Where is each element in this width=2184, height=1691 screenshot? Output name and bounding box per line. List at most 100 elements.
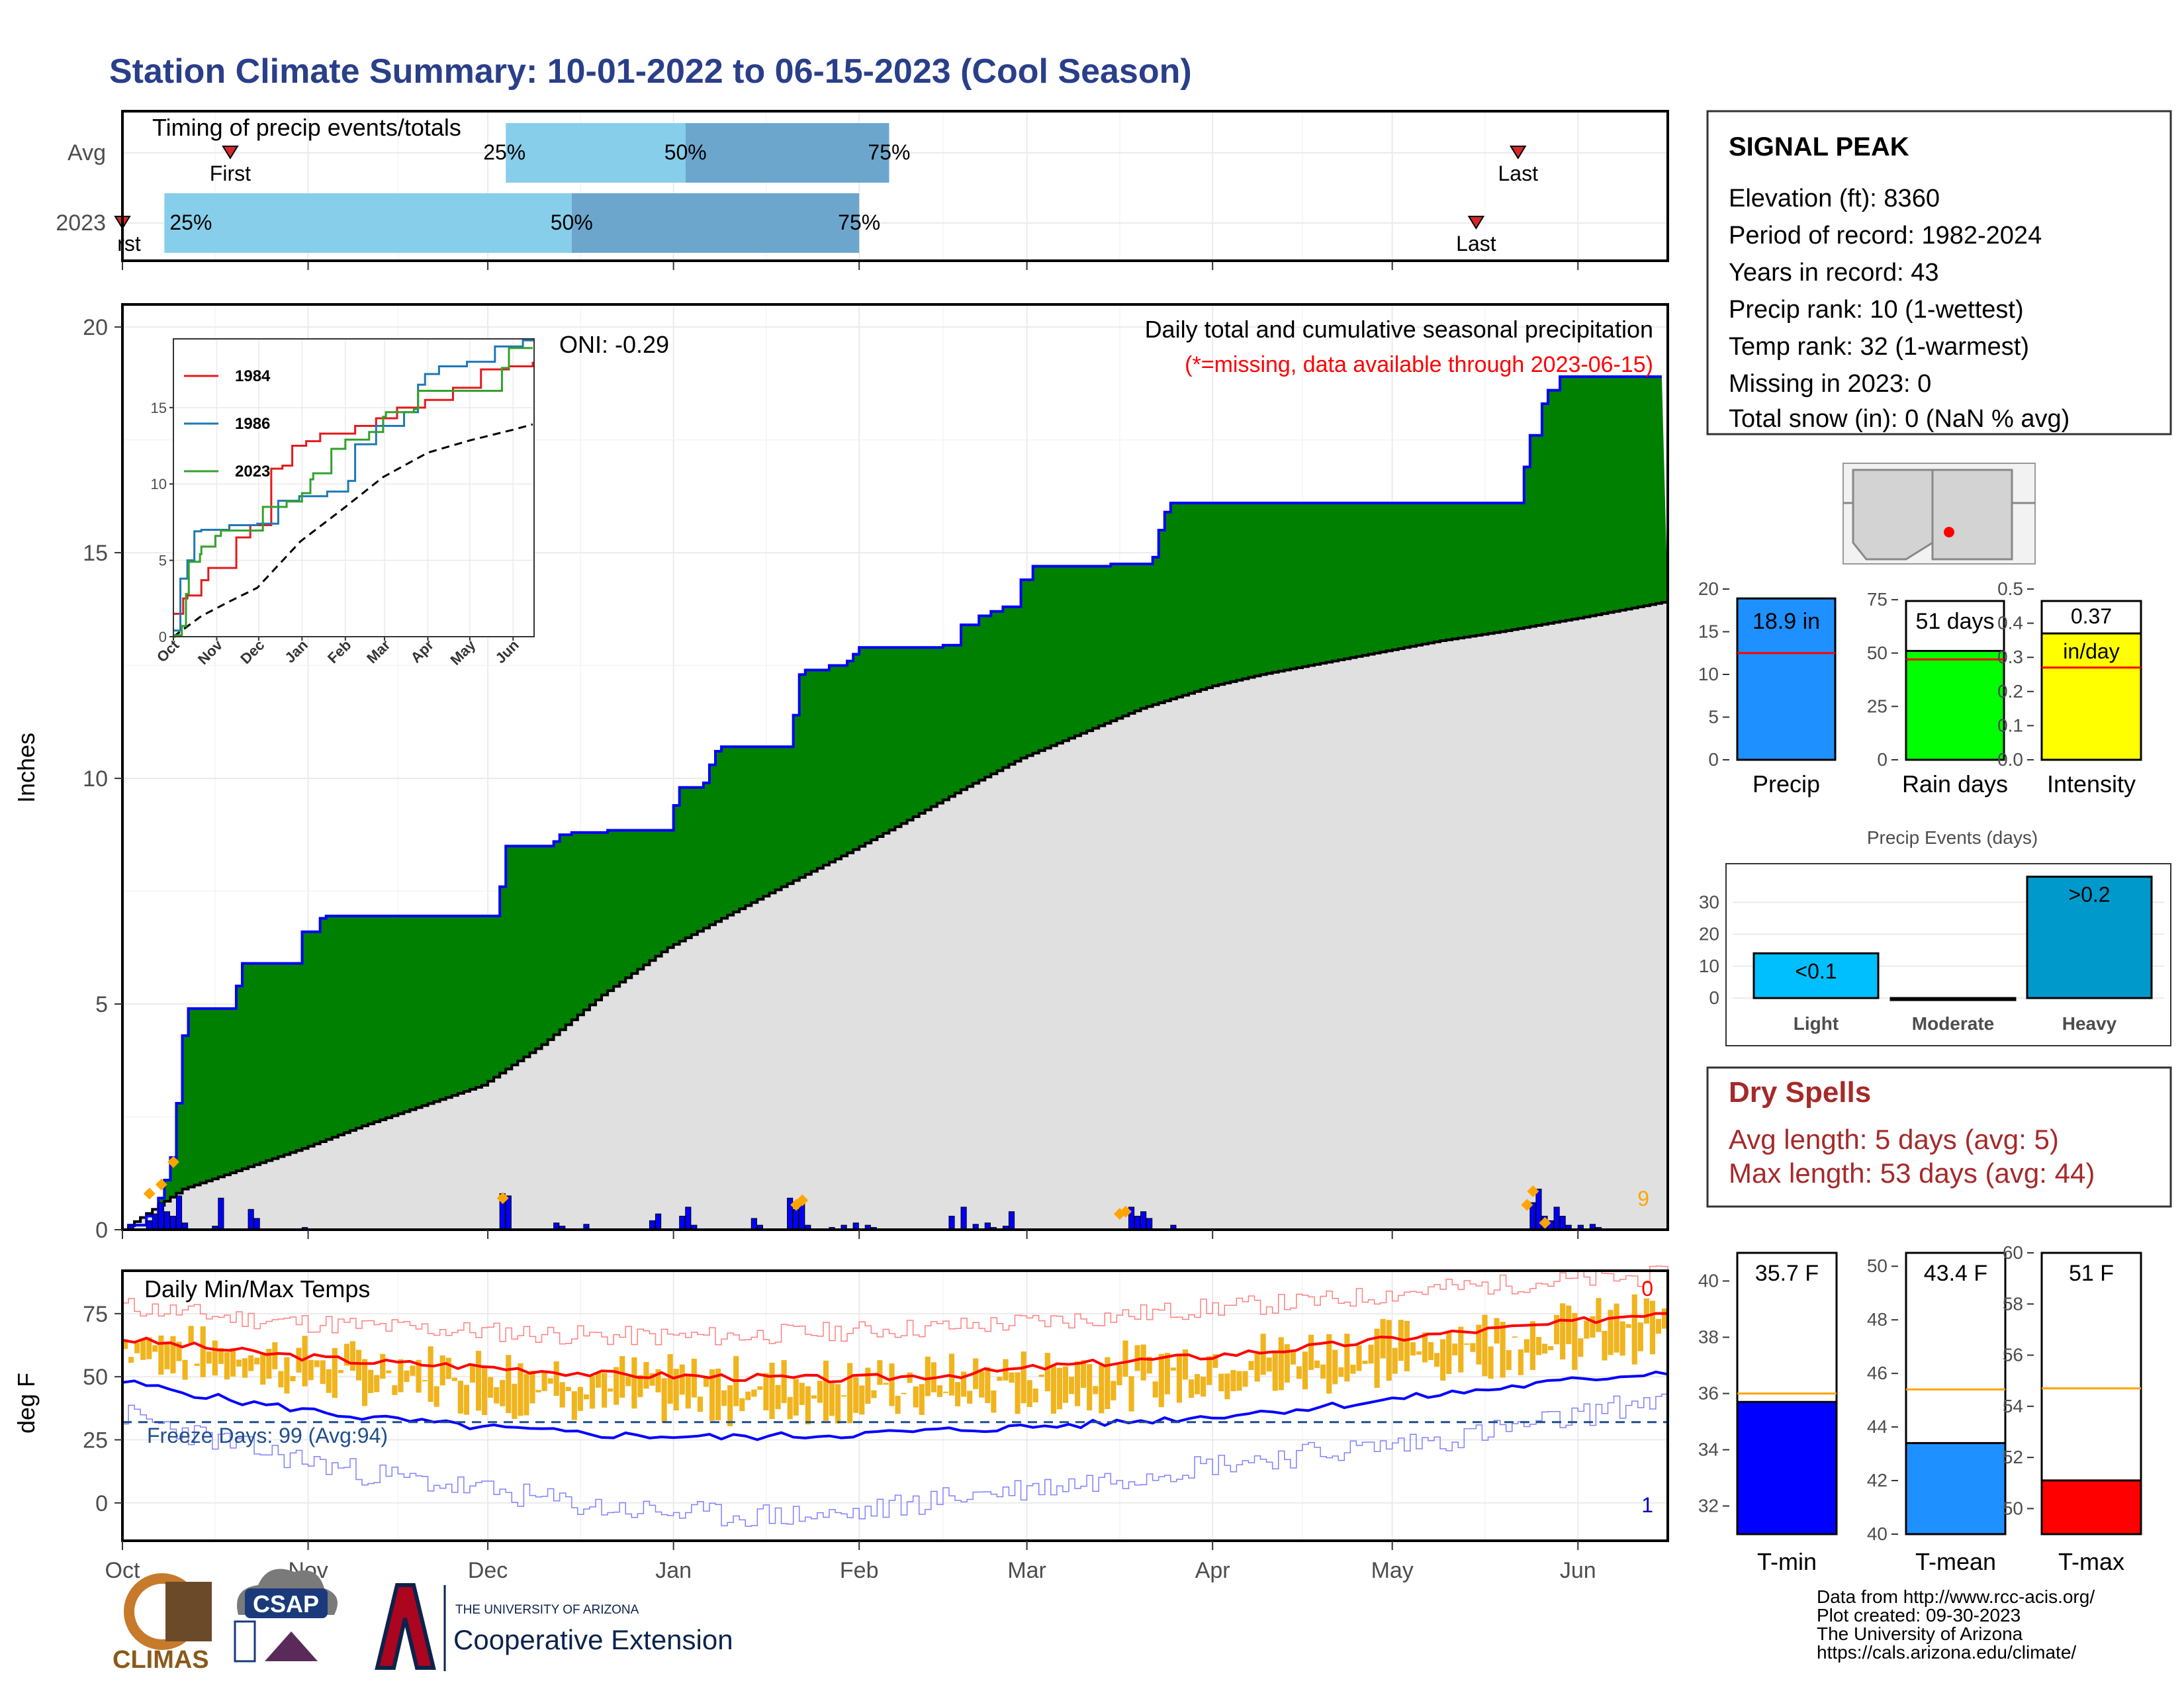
daily-temp-range-bar — [1081, 1360, 1087, 1389]
station-line: Elevation (ft): 8360 — [1729, 185, 1940, 212]
daily-temp-range-bar — [577, 1387, 583, 1411]
station-name: SIGNAL PEAK — [1729, 132, 1909, 161]
daily-temp-range-bar — [955, 1382, 961, 1406]
daily-precip-bar — [751, 1218, 757, 1230]
snow-event-marker — [155, 1178, 167, 1191]
daily-temp-range-bar — [368, 1369, 374, 1393]
daily-temp-range-bar — [1338, 1367, 1344, 1377]
station-line: Total snow (in): 0 (NaN % avg) — [1729, 405, 2070, 433]
daily-temp-range-bar — [1554, 1314, 1560, 1345]
daily-temp-range-bar — [182, 1359, 188, 1380]
daily-temp-range-bar — [451, 1377, 457, 1381]
precip-panel: 0 5 10 15 20 Inches ONI: -0.29 Daily total a… — [13, 303, 1669, 1243]
daily-temp-range-bar — [619, 1356, 625, 1398]
daily-temp-range-bar — [410, 1365, 416, 1376]
daily-temp-range-bar — [727, 1385, 733, 1426]
inset-legend: 1984 1986 2023 — [184, 367, 271, 480]
daily-temp-range-bar — [1422, 1332, 1428, 1363]
daily-temp-range-bar — [871, 1390, 877, 1398]
summary-bar-tick-label: 25 — [1867, 696, 1888, 716]
daily-temp-range-bar — [1428, 1342, 1434, 1361]
daily-temp-range-bar — [541, 1372, 547, 1391]
daily-temp-range-bar — [512, 1383, 518, 1419]
temp-summary-value-label: 35.7 F — [1755, 1261, 1819, 1286]
credit-line: Plot created: 09-30-2023 — [1817, 1605, 2021, 1625]
daily-temp-range-bar — [380, 1353, 386, 1379]
events-bar-label: >0.2 — [2068, 883, 2110, 907]
missing-note: (*=missing, data available through 2023-… — [1185, 352, 1653, 377]
month-tick-label: Oct — [105, 1558, 140, 1583]
daily-temp-range-bar — [1326, 1334, 1332, 1394]
daily-temp-range-bar — [284, 1357, 290, 1394]
daily-temp-range-bar — [913, 1386, 919, 1408]
daily-temp-range-bar — [799, 1383, 805, 1405]
daily-temp-range-bar — [1272, 1351, 1278, 1391]
daily-temp-range-bar — [1392, 1348, 1398, 1374]
timing-first-marker — [222, 146, 239, 160]
station-line: Missing in 2023: 0 — [1729, 370, 1931, 398]
events-category-label: Light — [1794, 1013, 1839, 1034]
timing-q75-label: 75% — [838, 210, 880, 234]
inset-legend-label: 1984 — [235, 367, 271, 385]
summary-bar-category-label: Precip — [1752, 770, 1820, 798]
daily-temp-range-bar — [488, 1377, 494, 1398]
daily-temp-range-bar — [1254, 1353, 1260, 1382]
daily-temp-range-bar — [787, 1396, 793, 1420]
daily-temp-range-bar — [967, 1391, 973, 1404]
daily-temp-range-bar — [146, 1337, 152, 1359]
missing-count: 9 — [1637, 1187, 1649, 1211]
daily-temp-range-bar — [1302, 1351, 1308, 1390]
ua-name-text: THE UNIVERSITY OF ARIZONA — [455, 1603, 639, 1617]
summary-bar-tick-label: 10 — [1698, 664, 1719, 684]
daily-temp-range-bar — [1416, 1351, 1422, 1355]
temp-summary-tick-label: 60 — [2003, 1242, 2023, 1263]
daily-temp-range-bar — [1332, 1349, 1338, 1385]
daily-temp-range-bar — [1374, 1328, 1380, 1388]
temp-summary-value-label: 51 F — [2069, 1261, 2114, 1286]
temp-top-count: 0 — [1641, 1277, 1653, 1301]
average-max-line — [122, 1312, 1668, 1383]
daily-temp-range-bar — [1290, 1350, 1296, 1365]
daily-temp-range-bar — [236, 1359, 242, 1367]
daily-temp-range-bar — [158, 1335, 164, 1375]
daily-temp-range-bar — [1476, 1324, 1482, 1365]
temp-summary-category-label: T-max — [2058, 1548, 2124, 1575]
summary-bar-tick-label: 0.1 — [1997, 715, 2023, 735]
daily-temp-range-bar — [1344, 1334, 1350, 1382]
csap-logo-text: CSAP — [253, 1590, 319, 1618]
events-tick-label: 0 — [1709, 987, 1719, 1008]
temp-summary-value-label: 43.4 F — [1924, 1261, 1987, 1286]
daily-temp-range-bar — [1434, 1353, 1440, 1367]
inset-series-line-2023 — [173, 347, 533, 638]
daily-temp-range-bar — [637, 1375, 643, 1397]
daily-temp-range-bar — [1488, 1346, 1494, 1379]
daily-temp-range-bar — [529, 1370, 535, 1404]
daily-temp-range-bar — [398, 1359, 404, 1393]
daily-temp-range-bar — [1404, 1320, 1410, 1372]
daily-temp-range-bar — [1380, 1318, 1386, 1359]
timing-last-marker — [1509, 146, 1527, 160]
summary-bar-tick-label: 15 — [1698, 621, 1719, 642]
daily-temp-range-bar — [433, 1386, 439, 1407]
daily-temp-range-bar — [338, 1369, 343, 1373]
daily-temp-range-bar — [775, 1385, 781, 1410]
daily-temp-range-bar — [1050, 1365, 1056, 1414]
daily-temp-range-bar — [1093, 1386, 1099, 1394]
dry-spells-title: Dry Spells — [1729, 1076, 1871, 1109]
timing-row-label-2023: 2023 — [56, 210, 106, 236]
daily-temp-range-bar — [859, 1385, 865, 1415]
station-line: Temp rank: 32 (1-warmest) — [1729, 333, 2029, 361]
cumulative-2023-area — [122, 377, 1668, 1230]
daily-temp-range-bar — [608, 1388, 614, 1392]
summary-bar-value-label: 0.37 — [2071, 604, 2112, 628]
temp-summary-tick-label: 36 — [1698, 1383, 1719, 1404]
csap-mountain — [265, 1631, 318, 1661]
daily-temp-range-bar — [643, 1361, 649, 1389]
daily-temp-range-bar — [1608, 1310, 1614, 1355]
daily-temp-range-bar — [1619, 1321, 1625, 1356]
daily-temp-range-bar — [907, 1372, 913, 1383]
daily-temp-range-bar — [374, 1375, 380, 1393]
summary-bar-value — [1736, 597, 1837, 761]
temp-summary-value-bar — [1905, 1441, 2007, 1535]
timing-bars: 25% 50% 75% First Last 25% 50% 75% rst Last — [114, 123, 1538, 255]
